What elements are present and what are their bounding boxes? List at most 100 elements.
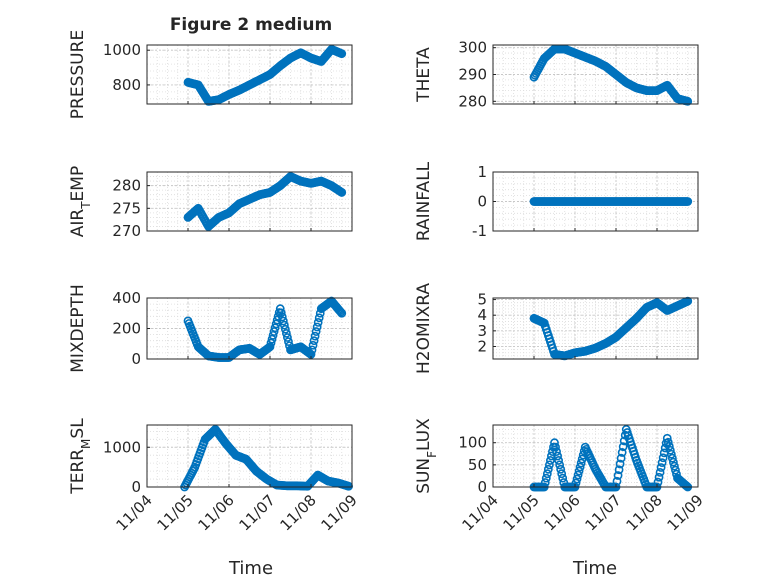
data-point [268, 330, 278, 340]
y-axis-label: TERRMSL [68, 418, 93, 495]
y-axis-label: PRESSURE [68, 30, 88, 119]
y-tick-label: -1 [472, 222, 487, 240]
data-point [314, 313, 324, 323]
panel-mixdepth: 0 200 400 MIXDEPTH [68, 284, 353, 373]
figure-title: Figure 2 medium [170, 15, 332, 35]
data-point [280, 324, 290, 334]
x-tick-label: 11/09 [318, 491, 361, 534]
x-tick-label: 11/06 [541, 491, 584, 534]
data-point [683, 96, 693, 106]
y-tick-label: 5 [477, 291, 487, 309]
data-point [267, 334, 277, 344]
data-point [551, 442, 560, 452]
y-axis-label: MIXDEPTH [68, 284, 88, 373]
y-tick-label: 800 [112, 76, 141, 94]
data-point [615, 459, 625, 469]
data-point [658, 453, 668, 463]
data-point [543, 464, 553, 474]
y-tick-label: 100 [458, 434, 487, 452]
data-point [269, 327, 279, 336]
data-point [544, 460, 554, 470]
y-tick-label: 280 [112, 177, 141, 195]
y-axis-label-tail: LUX [414, 418, 434, 451]
data-point [550, 438, 559, 448]
y-axis-label-main: MIXDEPTH [68, 284, 88, 373]
data-point [271, 319, 281, 329]
data-point [307, 345, 317, 355]
data-point [283, 333, 292, 342]
data-point [335, 306, 345, 316]
axes-box [492, 297, 699, 360]
x-tick-label: 11/07 [236, 491, 279, 534]
data-point [616, 453, 626, 463]
y-tick-label: 290 [458, 66, 487, 84]
data-point [337, 188, 347, 197]
y-axis-label: SUNFLUX [414, 418, 439, 494]
x-tick-label: 11/04 [113, 491, 156, 534]
x-tick-label: 11/04 [459, 491, 502, 534]
y-axis-label: RAINFALL [414, 161, 434, 241]
y-tick-label: 300 [458, 39, 487, 57]
data-point [336, 307, 346, 317]
data-point [547, 451, 556, 461]
data-point [553, 451, 562, 461]
data-point [655, 467, 665, 477]
y-axis-label-tail: SL [68, 418, 88, 439]
data-point [665, 445, 675, 455]
y-axis-label-subscript: M [79, 439, 93, 449]
y-axis-label-main: THETA [414, 47, 434, 103]
y-tick-label: 280 [458, 92, 487, 110]
data-point [310, 331, 320, 341]
y-tick-label: 1000 [103, 438, 141, 456]
panel-sunlux: 0 50 100 SUNFLUX 11/0411/0511/0611/0711/0811… [414, 418, 707, 535]
data-point [663, 437, 673, 447]
panel-airemp: 270 275 280 AIRTEMP [68, 166, 353, 240]
panel-terrsl: 0 1000 TERRMSL 11/0411/0511/0611/0711/0811/… [68, 418, 361, 535]
data-point [664, 441, 674, 451]
y-tick-label: 4 [477, 306, 487, 324]
y-tick-label: 3 [477, 322, 487, 340]
data-point [309, 336, 319, 346]
data-point [542, 469, 552, 479]
data-point [266, 338, 276, 348]
x-tick-label: 11/08 [277, 491, 320, 534]
y-axis-label-main: TERR [68, 449, 88, 495]
axes-box [146, 424, 353, 488]
y-axis-label-main: PRESSURE [68, 30, 88, 119]
data-point [657, 458, 667, 468]
data-point [557, 469, 567, 479]
y-axis-label: AIRTEMP [68, 166, 93, 237]
data-point [546, 456, 555, 465]
data-point [284, 337, 293, 347]
data-point [312, 322, 322, 332]
y-axis-label-tail: EMP [68, 166, 88, 202]
data-point [617, 448, 627, 457]
axes-box [146, 171, 353, 232]
x-tick-label: 11/07 [582, 491, 625, 534]
y-tick-label: 0 [131, 350, 141, 368]
panel-rainfall: -1 0 1 RAINFALL [414, 161, 699, 241]
data-point [614, 465, 624, 475]
y-axis-label: THETA [414, 47, 434, 103]
axes-box [492, 424, 699, 488]
y-axis-label-subscript: F [425, 451, 439, 458]
data-point [279, 320, 289, 330]
y-axis-label-main: AIR [68, 209, 88, 238]
y-tick-label: 0 [131, 478, 141, 496]
x-tick-label: 11/08 [623, 491, 666, 534]
data-point [265, 342, 275, 352]
data-point [313, 317, 323, 327]
y-axis-label: H2OMIXRA [414, 283, 434, 374]
y-axis-label-main: RAINFALL [414, 161, 434, 241]
y-axis-label-main: SUN [414, 458, 434, 494]
data-point [618, 442, 628, 452]
data-point [669, 457, 678, 467]
x-tick-label: 11/05 [500, 491, 543, 534]
data-point [555, 460, 565, 470]
data-point [281, 328, 291, 338]
data-point [666, 449, 676, 459]
data-point [556, 464, 566, 474]
data-point [276, 308, 286, 318]
